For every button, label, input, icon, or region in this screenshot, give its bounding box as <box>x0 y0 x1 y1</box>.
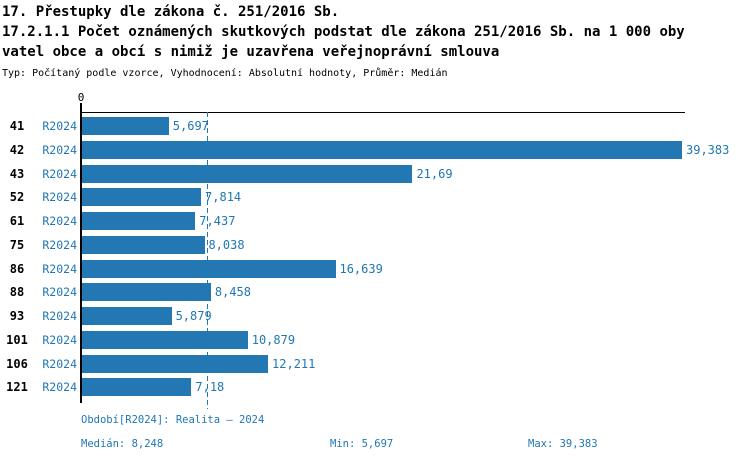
category-label: 106 <box>6 356 28 371</box>
bar <box>82 378 192 397</box>
bar-row: 88 R2024 8,458 <box>0 283 750 302</box>
bar-row: 43 R2024 21,69 <box>0 164 750 183</box>
value-label: 16,639 <box>339 261 383 276</box>
value-label: 5,697 <box>172 119 209 133</box>
series-label: R2024 <box>42 261 77 276</box>
bar-row: 86 R2024 16,639 <box>0 259 750 278</box>
bar-row: 42 R2024 39,383 <box>0 140 750 159</box>
series-label: R2024 <box>42 190 77 205</box>
y-axis-line <box>80 103 82 403</box>
chart-title: 17. Přestupky dle zákona č. 251/2016 Sb. <box>2 4 340 20</box>
bar-row: 75 R2024 8,038 <box>0 235 750 254</box>
series-label: R2024 <box>42 214 77 229</box>
bar-row: 101 R2024 10,879 <box>0 330 750 349</box>
series-label: R2024 <box>42 142 77 157</box>
bar <box>82 117 169 135</box>
bar <box>82 330 248 349</box>
bar <box>82 212 196 231</box>
value-label: 8,038 <box>208 237 245 252</box>
series-label: R2024 <box>42 166 77 181</box>
bar <box>82 354 268 373</box>
bar <box>82 283 211 302</box>
category-label: 41 <box>9 119 25 133</box>
category-label: 61 <box>9 214 25 229</box>
bar-row: 61 R2024 7,437 <box>0 212 750 231</box>
category-label: 121 <box>6 380 28 395</box>
category-label: 75 <box>9 237 25 252</box>
value-label: 10,879 <box>251 332 296 347</box>
footer-period: Období[R2024]: Realita – 2024 <box>81 414 265 426</box>
value-label: 21,69 <box>416 166 453 181</box>
category-label: 43 <box>9 166 25 181</box>
series-label: R2024 <box>42 356 77 371</box>
bar <box>82 259 336 278</box>
series-label: R2024 <box>42 309 77 324</box>
bar <box>82 188 201 207</box>
bar-row: 93 R2024 5,879 <box>0 307 750 326</box>
series-label: R2024 <box>42 237 77 252</box>
footer-median: Medián: 8,248 <box>81 438 164 450</box>
bar-row: 106 R2024 12,211 <box>0 354 750 373</box>
chart-header: 17. Přestupky dle zákona č. 251/2016 Sb.… <box>2 2 685 80</box>
category-label: 86 <box>9 261 25 276</box>
category-label: 93 <box>9 309 25 324</box>
value-label: 7,437 <box>199 214 236 229</box>
value-label: 12,211 <box>272 356 316 371</box>
value-label: 8,458 <box>214 285 251 300</box>
value-label: 7,814 <box>205 190 242 205</box>
category-label: 101 <box>6 332 28 347</box>
bar <box>82 235 205 254</box>
series-label: R2024 <box>42 332 77 347</box>
bar <box>82 164 413 183</box>
series-label: R2024 <box>42 285 77 300</box>
chart-meta-line: Typ: Počítaný podle vzorce, Vyhodnocení:… <box>2 68 448 79</box>
value-label: 5,879 <box>175 309 212 324</box>
bar-row: 52 R2024 7,814 <box>0 188 750 207</box>
bar <box>82 140 682 159</box>
value-label: 7,18 <box>195 380 225 395</box>
category-label: 42 <box>9 142 25 157</box>
value-label: 39,383 <box>686 142 730 157</box>
footer-max: Max: 39,383 <box>528 438 598 450</box>
series-label: R2024 <box>42 380 77 395</box>
chart-subtitle-line2: vatel obce a obcí s nimiž je uzavřena ve… <box>2 44 500 60</box>
category-label: 52 <box>9 190 25 205</box>
bar <box>82 307 172 326</box>
x-axis-zero-tick-label: 0 <box>77 91 85 104</box>
chart-subtitle-line1: 17.2.1.1 Počet oznámených skutkových pod… <box>2 24 685 40</box>
bar-row: 121 R2024 7,18 <box>0 378 750 397</box>
series-label: R2024 <box>42 119 77 133</box>
x-axis-line <box>80 112 685 113</box>
footer-min: Min: 5,697 <box>330 438 394 450</box>
bar-row: 41 R2024 5,697 <box>0 117 750 135</box>
category-label: 88 <box>9 285 25 300</box>
